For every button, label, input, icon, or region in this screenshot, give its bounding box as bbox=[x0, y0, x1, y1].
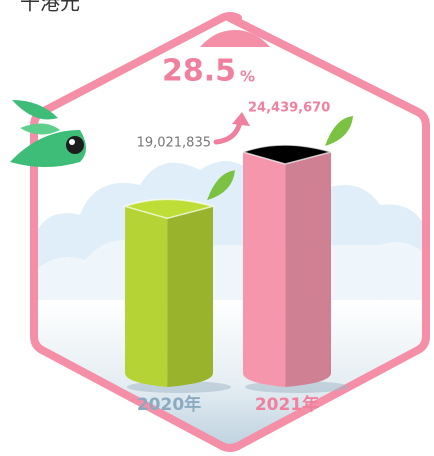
hexagon-frame bbox=[30, 12, 430, 452]
growth-arrow bbox=[213, 119, 243, 145]
bar bbox=[125, 206, 168, 387]
bar-top bbox=[122, 198, 216, 220]
hill bbox=[200, 30, 270, 47]
leaf bbox=[207, 170, 235, 201]
data-label: 24,439,670 bbox=[248, 101, 330, 116]
x-tick-label: 2021年 bbox=[255, 394, 319, 415]
bar-side bbox=[285, 152, 331, 387]
leaf bbox=[325, 116, 353, 146]
bird bbox=[10, 100, 86, 167]
change-unit: % bbox=[240, 68, 255, 86]
bar-side bbox=[167, 206, 213, 387]
bar-top bbox=[240, 144, 334, 165]
x-tick-label: 2020年 bbox=[137, 394, 201, 415]
change-value: 28.5 bbox=[162, 54, 236, 89]
growth-arrowhead bbox=[232, 112, 250, 126]
bar bbox=[243, 152, 286, 387]
unit-label: 千港元 bbox=[20, 0, 80, 15]
data-label: 19,021,835 bbox=[137, 136, 211, 151]
